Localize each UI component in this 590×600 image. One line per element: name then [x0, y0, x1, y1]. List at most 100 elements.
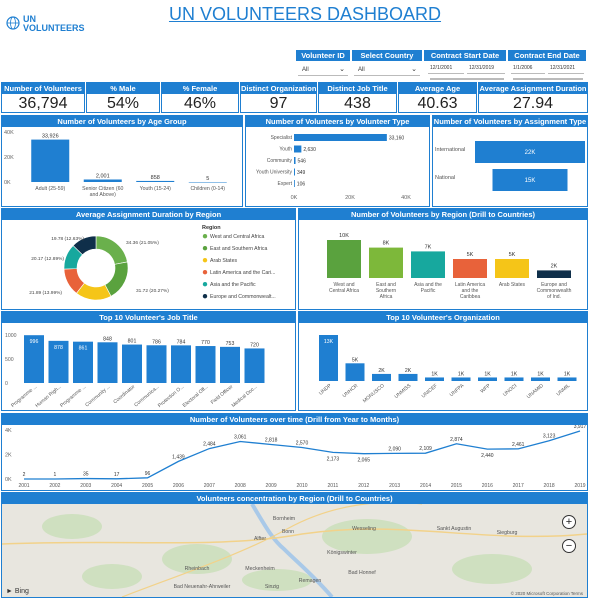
country-dropdown[interactable]: All ⌄	[354, 64, 420, 76]
x-tick-label: 2008	[235, 483, 246, 489]
map-place-label: Remagen	[299, 578, 322, 584]
bar	[398, 373, 418, 381]
map-title: Volunteers concentration by Region (Dril…	[2, 493, 587, 504]
x-tick-label: Protection O...	[157, 384, 185, 409]
legend-label: West and Central Africa	[210, 234, 265, 240]
x-tick-label: 2015	[451, 483, 462, 489]
data-label: 753	[226, 341, 235, 347]
region-panel: Number of Volunteers by Region (Drill to…	[298, 208, 588, 310]
data-label: 546	[298, 159, 307, 165]
x-tick-label: 2011	[328, 483, 339, 489]
y-tick-label: 0	[5, 381, 8, 387]
legend-swatch	[202, 282, 208, 287]
chevron-down-icon: ⌄	[339, 66, 345, 73]
volunteer-type-panel: Number of Volunteers by Volunteer Type S…	[245, 115, 430, 207]
data-label: 2,461	[512, 442, 525, 448]
map-place-label: Wesseling	[352, 526, 376, 532]
data-label: 786	[152, 339, 161, 345]
orgs-chart: 13K UNDP 5K UNHCR 2K MONUSCO 2K UNMISS 1K UNICEF 1…	[318, 335, 577, 404]
data-label: 2,090	[388, 446, 401, 452]
bar	[345, 363, 365, 381]
x-tick-label: 2006	[173, 483, 184, 489]
x-tick-label: UNMISS	[394, 383, 413, 401]
map-forest	[82, 564, 142, 589]
kpi-card: Distinct Job Title 438	[318, 82, 397, 113]
kpi-label: Number of Volunteers	[2, 83, 84, 94]
bar	[319, 335, 338, 381]
kpi-value: 40.63	[417, 95, 458, 112]
y-tick-label: National	[435, 175, 455, 181]
filter-contract-end-label: Contract End Date	[508, 50, 586, 61]
data-label: 2,065	[358, 458, 371, 464]
bar	[478, 377, 497, 381]
data-label: 17	[114, 472, 120, 478]
date-slider-end[interactable]	[513, 78, 583, 80]
jobs-title: Top 10 Volunteer's Job Title	[2, 312, 295, 323]
legend-label: Latin America and the Cari...	[210, 270, 275, 276]
y-tick-label: 40K	[4, 130, 14, 136]
data-label: 13K	[324, 339, 334, 345]
data-label: 2K	[551, 263, 558, 269]
map-forest	[242, 569, 312, 591]
x-tick-label: Programme ...	[59, 384, 87, 409]
date-slider-start[interactable]	[430, 78, 504, 80]
x-tick-label: UNMIL	[556, 383, 572, 398]
data-label: 2,173	[327, 456, 340, 462]
kpi-label: Distinct Organization	[241, 83, 316, 94]
contract-end-to[interactable]: 12/31/2021	[548, 62, 584, 74]
bar	[475, 141, 585, 163]
contract-end-from[interactable]: 1/1/2006	[511, 62, 545, 74]
y-tick-label: 1000	[5, 333, 17, 339]
x-tick-label: 2002	[49, 483, 60, 489]
x-tick-label: Europe and	[541, 282, 567, 288]
x-tick-label: Arab States	[499, 282, 526, 288]
data-label: 349	[297, 170, 306, 176]
un-volunteers-logo: UN VOLUNTEERS	[6, 14, 86, 36]
legend-label: Asia and the Pacific	[210, 282, 256, 288]
data-label: 2	[23, 472, 26, 478]
y-tick-label: Youth University	[256, 170, 292, 176]
data-label: 801	[128, 339, 137, 345]
bar	[327, 240, 361, 278]
map-place-label: Siegburg	[497, 530, 518, 536]
filter-volunteer-id-label: Volunteer ID	[296, 50, 350, 61]
kpi-card: Number of Volunteers 36,794	[1, 82, 85, 113]
legend-swatch	[202, 258, 208, 263]
legend-label: Europe and Commonwealt...	[210, 294, 276, 300]
contract-start-to[interactable]: 12/31/2019	[467, 62, 505, 74]
volunteer-id-dropdown[interactable]: All ⌄	[298, 64, 348, 76]
bar	[31, 139, 70, 182]
x-tick-label: Pacific	[421, 288, 436, 294]
orgs-panel: Top 10 Volunteer's Organization 13K UNDP 5…	[298, 311, 588, 411]
x-tick-label: Children (0-14)	[190, 186, 225, 192]
contract-start-from[interactable]: 12/1/2001	[428, 62, 464, 74]
x-tick-label: Senior Citizen (60	[82, 186, 123, 192]
zoom-in-button[interactable]: +	[562, 515, 576, 529]
bar	[411, 251, 445, 278]
map-road	[2, 528, 587, 545]
data-label: 20.17 (12.89%)	[31, 256, 64, 262]
x-tick-label: Community ...	[84, 384, 111, 408]
x-tick-label: 2019	[574, 483, 585, 489]
bar	[453, 259, 487, 278]
bar	[451, 377, 471, 381]
y-tick-label: 0K	[5, 477, 12, 483]
data-label: 3,061	[234, 435, 247, 441]
data-label: 33,160	[389, 136, 405, 142]
duration-panel: Average Assignment Duration by Region 34…	[1, 208, 296, 310]
x-tick-label: 2001	[18, 483, 29, 489]
legend-title: Region	[202, 225, 221, 231]
bar	[294, 145, 302, 153]
volunteer-id-value: All	[302, 67, 309, 73]
region-map[interactable]: Bornheim Wesseling Sankt Augustin Siegburg A…	[2, 504, 587, 597]
x-tick-label: 0K	[291, 195, 298, 201]
data-label: 861	[79, 346, 88, 352]
kpi-value: 36,794	[18, 95, 68, 112]
x-tick-label: UNHCR	[342, 383, 360, 399]
zoom-out-button[interactable]: −	[562, 539, 576, 553]
kpi-value: 27.94	[512, 95, 554, 112]
map-road	[121, 504, 422, 597]
data-label: 2K	[378, 368, 385, 374]
bar	[294, 168, 295, 176]
bar	[83, 179, 122, 182]
